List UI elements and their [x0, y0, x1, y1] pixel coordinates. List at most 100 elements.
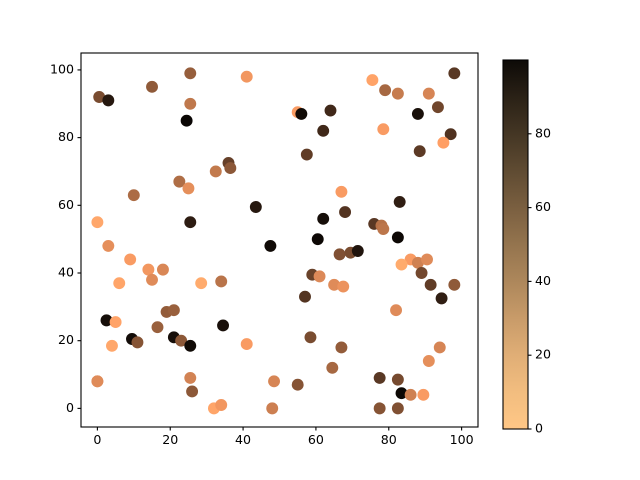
scatter-point: [411, 107, 424, 120]
scatter-point: [186, 385, 199, 398]
scatter-point: [209, 165, 222, 178]
scatter-point: [113, 277, 126, 290]
scatter-point: [317, 124, 330, 137]
colorbar-ticks: 0 20 40 60 80: [528, 125, 551, 436]
scatter-point: [431, 101, 444, 114]
scatter-point: [422, 87, 435, 100]
scatter-point: [433, 341, 446, 354]
scatter-point: [109, 316, 122, 329]
scatter-point: [379, 84, 392, 97]
scatter-point: [299, 290, 311, 303]
scatter-point: [215, 275, 228, 288]
scatter-point: [395, 387, 408, 400]
colorbar-tick-label: 80: [535, 125, 551, 140]
colorbar-frame: [502, 59, 529, 430]
scatter-point: [93, 91, 106, 103]
scatter-point: [146, 80, 158, 93]
scatter-point: [335, 185, 348, 198]
scatter-point: [173, 175, 186, 188]
scatter-point: [224, 162, 237, 175]
scatter-point: [333, 248, 346, 261]
scatter-point: [157, 263, 169, 276]
scatter-point: [266, 402, 279, 415]
scatter-point: [215, 399, 228, 411]
scatter-point: [264, 239, 277, 252]
scatter-point: [413, 145, 426, 158]
scatter-point: [417, 388, 430, 401]
scatter-point: [102, 94, 115, 107]
scatter-point: [167, 304, 180, 317]
scatter-point: [295, 107, 308, 120]
scatter-point: [390, 304, 402, 317]
scatter-point: [175, 334, 188, 347]
scatter-point: [195, 277, 208, 290]
colorbar-tick-label: 0: [535, 421, 543, 436]
plot-axes-frame: [80, 52, 479, 428]
colorbar-tick-label: 60: [535, 199, 551, 214]
y-tick-label: 0: [66, 400, 74, 415]
scatter-point: [91, 375, 104, 388]
scatter-point: [326, 361, 339, 374]
scatter-point: [127, 189, 140, 202]
scatter-point: [422, 355, 435, 367]
scatter-point: [240, 338, 253, 351]
scatter-point: [268, 375, 280, 388]
scatter-point: [366, 74, 379, 87]
scatter-point: [100, 314, 113, 327]
y-tick-label: 100: [50, 61, 74, 76]
x-tick-label: 60: [308, 432, 324, 447]
scatter-point: [184, 97, 197, 110]
scatter-point: [184, 216, 197, 229]
colorbar-tick-label: 40: [535, 273, 551, 288]
colorbar-gradient: [503, 60, 528, 429]
scatter-point: [328, 278, 341, 291]
scatter-point: [184, 339, 197, 352]
scatter-point: [393, 195, 406, 208]
scatter-point: [317, 212, 330, 225]
scatter-point: [102, 239, 115, 252]
scatter-point: [437, 136, 450, 149]
scatter-point: [404, 388, 417, 401]
x-axis-ticks: 0 20 40 60 80 100: [93, 427, 474, 447]
scatter-point: [240, 70, 253, 83]
y-tick-label: 20: [58, 332, 74, 347]
scatter-point: [444, 128, 457, 141]
scatter-point: [411, 256, 424, 269]
y-tick-label: 80: [58, 129, 74, 144]
scatter-point: [391, 231, 404, 244]
scatter-point: [377, 123, 390, 136]
x-tick-label: 40: [235, 432, 251, 447]
scatter-point: [339, 206, 352, 219]
scatter-point: [391, 402, 404, 415]
scatter-point: [424, 278, 437, 291]
scatter-point: [182, 182, 195, 195]
scatter-point: [351, 245, 364, 257]
x-tick-label: 20: [162, 432, 178, 447]
colorbar-tick-label: 20: [535, 347, 551, 362]
scatter-point: [395, 258, 408, 271]
scatter-point: [304, 331, 317, 344]
scatter-point: [337, 280, 350, 293]
scatter-point: [391, 373, 404, 386]
scatter-point: [421, 253, 433, 266]
scatter-point: [377, 223, 390, 235]
scatter-point: [313, 270, 326, 283]
scatter-point: [217, 319, 229, 332]
y-axis-ticks: 0 20 40 60 80 100: [50, 61, 81, 415]
scatter-point: [91, 216, 104, 229]
y-tick-label: 40: [58, 265, 74, 280]
x-tick-label: 100: [450, 432, 474, 447]
scatter-point: [435, 292, 448, 305]
scatter-point: [373, 371, 386, 384]
scatter-point: [448, 67, 461, 80]
scatter-point: [184, 371, 197, 384]
scatter-point: [335, 341, 348, 354]
scatter-point: [415, 267, 428, 279]
y-tick-label: 60: [58, 197, 74, 212]
scatter-point: [324, 104, 337, 117]
scatter-point: [391, 87, 404, 100]
scatter-point: [151, 321, 164, 334]
x-tick-label: 0: [93, 432, 101, 447]
